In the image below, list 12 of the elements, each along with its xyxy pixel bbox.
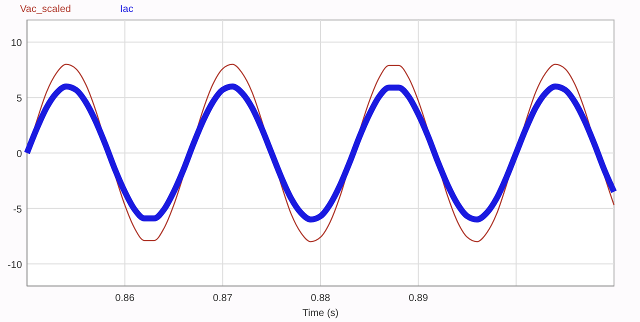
y-tick-label: -10 xyxy=(8,260,22,271)
y-tick-label: 0 xyxy=(16,149,22,160)
y-tick-label: -5 xyxy=(13,204,22,216)
text: Iac xyxy=(120,4,134,15)
x-tick-label: 0.86 xyxy=(115,293,135,304)
y-tick-label: 5 xyxy=(16,94,22,105)
x-axis-title: Time (s) xyxy=(302,308,339,319)
x-tick-label: 0.88 xyxy=(310,293,331,304)
y-tick-label: 10 xyxy=(10,38,22,50)
x-tick-label: 0.87 xyxy=(212,293,233,304)
x-tick-label: 0.89 xyxy=(408,293,428,304)
text: Vac_scaled xyxy=(20,4,71,15)
